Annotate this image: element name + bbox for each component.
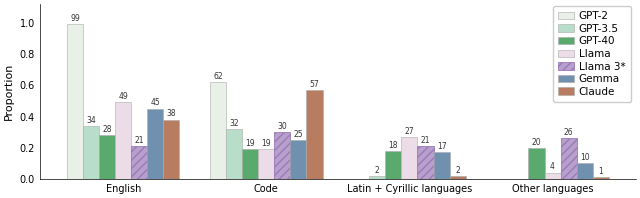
Y-axis label: Proportion: Proportion [4, 63, 14, 120]
Bar [401, 137, 417, 179]
Bar [529, 148, 545, 179]
Bar [210, 82, 226, 179]
Text: 45: 45 [150, 98, 160, 108]
Text: 99: 99 [70, 14, 80, 23]
Text: 49: 49 [118, 92, 128, 101]
Legend: GPT-2, GPT-3.5, GPT-40, Llama, Llama 3*, Gemma, Claude: GPT-2, GPT-3.5, GPT-40, Llama, Llama 3*,… [553, 6, 630, 102]
Text: 38: 38 [166, 109, 176, 118]
Bar [593, 177, 609, 179]
Bar [131, 146, 147, 179]
Bar [433, 152, 449, 179]
Text: 28: 28 [102, 125, 112, 134]
Bar [147, 109, 163, 179]
Text: 57: 57 [310, 80, 319, 89]
Bar [115, 103, 131, 179]
Text: 2: 2 [455, 166, 460, 175]
Bar [369, 176, 385, 179]
Text: 26: 26 [564, 128, 573, 137]
Text: 21: 21 [420, 136, 430, 145]
Text: 10: 10 [580, 153, 589, 162]
Bar [545, 173, 561, 179]
Bar [99, 135, 115, 179]
Bar [291, 140, 307, 179]
Text: 32: 32 [229, 119, 239, 128]
Text: 62: 62 [213, 72, 223, 81]
Bar [226, 129, 243, 179]
Text: 27: 27 [404, 127, 414, 136]
Bar [561, 138, 577, 179]
Bar [449, 176, 466, 179]
Text: 4: 4 [550, 163, 555, 171]
Bar [385, 151, 401, 179]
Text: 19: 19 [246, 139, 255, 148]
Text: 1: 1 [598, 167, 603, 176]
Text: 2: 2 [375, 166, 380, 175]
Text: 34: 34 [86, 116, 96, 125]
Bar [275, 132, 291, 179]
Bar [417, 146, 433, 179]
Text: 30: 30 [278, 122, 287, 131]
Bar [577, 163, 593, 179]
Bar [307, 90, 323, 179]
Bar [163, 120, 179, 179]
Bar [83, 126, 99, 179]
Text: 18: 18 [388, 141, 398, 150]
Text: 17: 17 [436, 142, 446, 151]
Bar [259, 149, 275, 179]
Text: 19: 19 [262, 139, 271, 148]
Text: 21: 21 [134, 136, 144, 145]
Bar [243, 149, 259, 179]
Bar [67, 25, 83, 179]
Text: 25: 25 [294, 130, 303, 139]
Text: 20: 20 [532, 137, 541, 147]
